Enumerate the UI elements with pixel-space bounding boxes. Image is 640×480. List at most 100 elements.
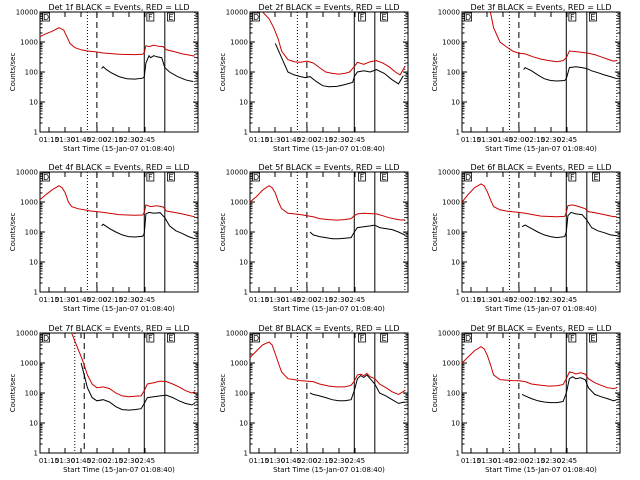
marker-box <box>380 12 388 22</box>
x-tick-label: 02:00 <box>87 457 107 465</box>
marker-label: E <box>590 334 595 343</box>
x-tick-label: 01:15 <box>249 296 269 304</box>
x-tick-label: 01:15 <box>461 457 481 465</box>
chart-panel-1: Det 1f BLACK = Events, RED = LLD 1 10 100 10… <box>9 3 199 153</box>
y-axis-label: Counts/sec <box>9 53 17 92</box>
marker-box <box>568 172 577 182</box>
marker-label: F <box>360 334 365 343</box>
y-tick-label: 1000 <box>20 199 38 207</box>
chart-title: Det 8f BLACK = Events, RED = LLD <box>258 324 399 333</box>
x-axis-label: Start Time (15-Jan-07 01:08:40) <box>63 305 175 313</box>
x-tick-label: 02:15 <box>313 457 333 465</box>
y-tick-label: 10 <box>451 99 460 107</box>
plot-frame <box>461 171 621 293</box>
y-tick-label: 1000 <box>230 199 248 207</box>
chart-title: Det 3f BLACK = Events, RED = LLD <box>470 3 611 12</box>
events-series-line <box>101 54 194 83</box>
marker-box <box>380 172 388 182</box>
chart-panel-3: Det 3f BLACK = Events, RED = LLD 1 10 100 10… <box>431 3 621 153</box>
marker-box <box>146 172 155 182</box>
y-axis-label: Counts/sec <box>219 53 227 92</box>
marker-label: E <box>590 13 595 22</box>
marker-box <box>464 333 472 343</box>
x-tick-label: 01:15 <box>461 296 481 304</box>
y-axis-label: Counts/sec <box>9 374 17 413</box>
events-series-line <box>80 362 196 411</box>
x-tick-label: 01:45 <box>281 457 301 465</box>
marker-box <box>592 172 600 182</box>
y-tick-label: 10000 <box>438 330 460 338</box>
marker-box <box>589 12 597 22</box>
lld-series-line <box>250 341 406 395</box>
x-tick-label: 02:30 <box>541 296 561 304</box>
x-tick-label: 02:45 <box>135 457 155 465</box>
events-series-line <box>521 211 617 239</box>
x-tick-label: 01:45 <box>493 136 513 144</box>
y-tick-label: 10000 <box>438 169 460 177</box>
marker-label: F <box>148 334 153 343</box>
marker-box <box>464 12 472 22</box>
marker-box <box>166 333 175 343</box>
chart-panel-7: Det 7f BLACK = Events, RED = LLD 1 10 100 10… <box>9 324 199 474</box>
x-tick-label: 01:30 <box>265 136 285 144</box>
x-tick-label: 02:00 <box>509 296 529 304</box>
y-tick-label: 100 <box>447 390 460 398</box>
marker-label: D <box>43 334 49 343</box>
x-tick-label: 02:15 <box>103 296 123 304</box>
x-tick-label: 02:30 <box>329 457 349 465</box>
y-tick-label: 100 <box>25 229 38 237</box>
marker-label: D <box>43 13 49 22</box>
x-tick-label: 02:45 <box>345 136 365 144</box>
x-tick-label: 02:45 <box>345 296 365 304</box>
y-tick-label: 10000 <box>16 169 38 177</box>
y-axis-label: Counts/sec <box>219 374 227 413</box>
x-tick-label: 02:30 <box>119 296 139 304</box>
x-tick-label: 02:45 <box>557 296 577 304</box>
events-series-line <box>309 224 406 240</box>
y-tick-label: 1 <box>34 450 38 458</box>
x-tick-label: 02:00 <box>297 136 317 144</box>
chart-panel-9: Det 9f BLACK = Events, RED = LLD 1 10 100 10… <box>431 324 621 474</box>
y-axis-label: Counts/sec <box>431 374 439 413</box>
y-tick-label: 100 <box>235 69 248 77</box>
x-tick-label: 01:15 <box>39 136 59 144</box>
y-tick-label: 1 <box>244 450 248 458</box>
x-tick-label: 02:00 <box>87 296 107 304</box>
marker-label: F <box>360 13 365 22</box>
marker-label: D <box>465 334 471 343</box>
marker-box <box>358 172 366 182</box>
x-tick-label: 02:00 <box>509 136 529 144</box>
x-tick-label: 02:45 <box>557 457 577 465</box>
plot-frame <box>39 332 199 454</box>
y-tick-label: 1000 <box>20 39 38 47</box>
y-tick-label: 10000 <box>226 169 248 177</box>
x-axis-label: Start Time (15-Jan-07 01:08:40) <box>273 145 385 153</box>
marker-box <box>380 333 388 343</box>
y-tick-label: 1000 <box>442 39 460 47</box>
y-tick-label: 100 <box>447 229 460 237</box>
marker-box <box>589 333 597 343</box>
x-tick-label: 01:45 <box>71 136 91 144</box>
marker-label: D <box>253 173 259 182</box>
y-tick-label: 1000 <box>442 360 460 368</box>
marker-box <box>252 12 260 22</box>
marker-label: F <box>570 334 575 343</box>
y-tick-label: 1000 <box>230 360 248 368</box>
x-tick-label: 01:30 <box>477 457 497 465</box>
x-tick-label: 01:15 <box>249 457 269 465</box>
x-tick-label: 02:00 <box>297 296 317 304</box>
marker-label: E <box>168 334 173 343</box>
x-tick-label: 01:30 <box>265 457 285 465</box>
x-tick-label: 02:30 <box>329 296 349 304</box>
x-tick-label: 02:30 <box>119 457 139 465</box>
marker-label: E <box>594 173 599 182</box>
chart-panel-8: Det 8f BLACK = Events, RED = LLD 1 10 100 10… <box>219 324 409 474</box>
x-tick-label: 02:15 <box>103 457 123 465</box>
chart-panel-5: Det 5f BLACK = Events, RED = LLD 1 10 100 10… <box>219 163 409 313</box>
y-tick-label: 10 <box>451 420 460 428</box>
x-tick-label: 01:45 <box>493 296 513 304</box>
y-tick-label: 1 <box>244 129 248 137</box>
y-tick-label: 10 <box>29 99 38 107</box>
x-tick-label: 02:15 <box>313 296 333 304</box>
